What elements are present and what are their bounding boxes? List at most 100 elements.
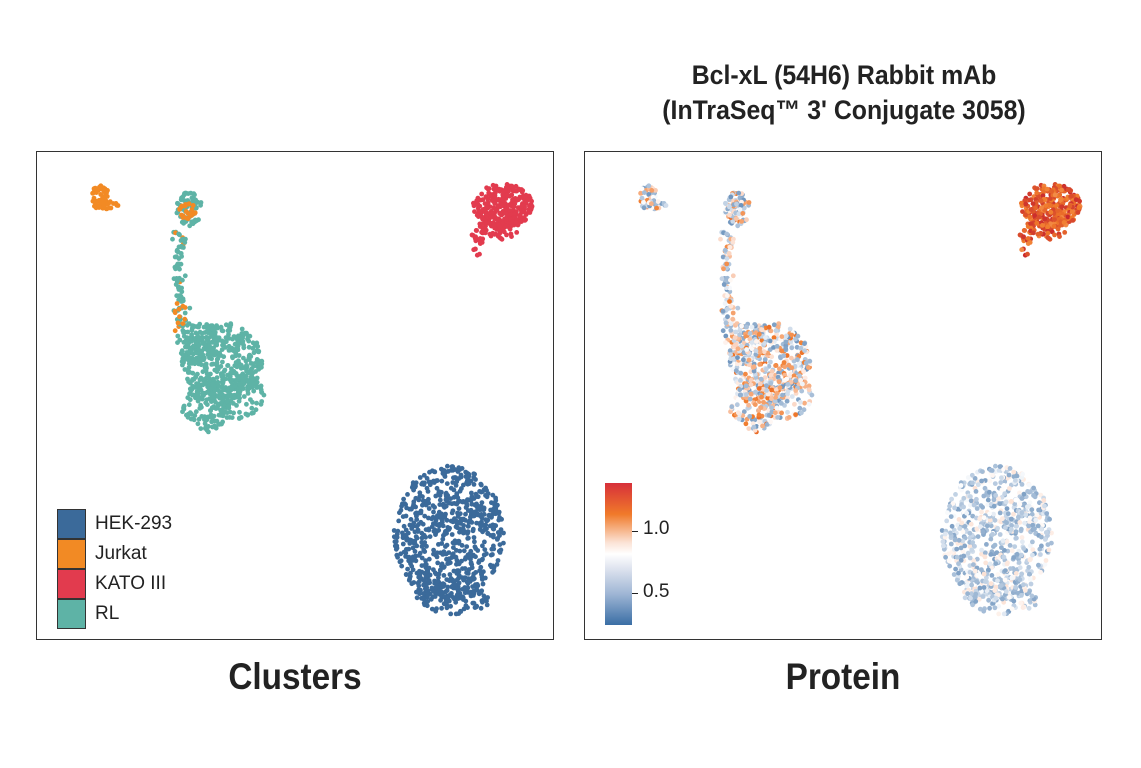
protein-point xyxy=(724,306,730,312)
protein-point xyxy=(802,341,807,346)
protein-point xyxy=(1009,499,1014,504)
cluster-point xyxy=(494,537,500,542)
protein-point xyxy=(976,596,982,602)
cluster-point xyxy=(190,343,196,349)
cluster-point xyxy=(413,504,418,510)
protein-point xyxy=(1032,602,1038,608)
protein-point xyxy=(964,510,970,516)
cluster-point xyxy=(170,236,175,242)
protein-point xyxy=(958,557,964,563)
protein-point xyxy=(1009,516,1014,522)
protein-point xyxy=(654,205,659,211)
cluster-point xyxy=(493,498,499,503)
cluster-point xyxy=(510,197,515,203)
cluster-point xyxy=(425,599,431,604)
cluster-point xyxy=(513,183,519,189)
clusters-caption: Clusters xyxy=(228,656,362,697)
protein-point xyxy=(727,348,733,354)
cluster-point xyxy=(504,217,509,222)
cluster-point xyxy=(519,203,525,209)
protein-point xyxy=(970,480,975,486)
protein-point xyxy=(974,496,979,502)
cluster-point xyxy=(488,562,493,568)
protein-point xyxy=(990,531,995,537)
protein-point xyxy=(972,568,978,574)
protein-point xyxy=(970,513,976,519)
protein-point xyxy=(718,236,723,242)
cluster-point xyxy=(233,360,239,365)
cluster-point xyxy=(105,188,110,193)
cluster-point xyxy=(188,211,194,217)
cluster-point xyxy=(433,585,439,590)
cluster-point xyxy=(482,547,488,552)
protein-caption: Protein xyxy=(785,656,901,697)
cluster-point xyxy=(410,545,416,551)
cluster-point xyxy=(219,338,225,344)
cluster-point xyxy=(175,340,180,345)
protein-point xyxy=(960,538,966,544)
cluster-point xyxy=(93,205,99,211)
cluster-point xyxy=(237,391,242,397)
protein-point xyxy=(764,383,769,389)
protein-point xyxy=(1011,555,1017,560)
cluster-point xyxy=(107,199,113,204)
cluster-point xyxy=(200,377,206,383)
protein-point xyxy=(1057,183,1062,189)
cluster-point xyxy=(426,496,431,502)
cluster-point xyxy=(464,544,470,549)
cluster-point xyxy=(490,569,495,575)
protein-point xyxy=(1022,588,1028,593)
cluster-point xyxy=(408,570,413,576)
protein-point xyxy=(1061,183,1067,189)
protein-point xyxy=(803,360,809,366)
cluster-point xyxy=(408,561,413,567)
cluster-point xyxy=(494,216,499,222)
protein-point xyxy=(1000,467,1006,472)
cluster-point xyxy=(454,479,460,485)
cluster-point xyxy=(480,543,485,549)
cluster-point xyxy=(440,552,446,557)
protein-point xyxy=(783,333,789,339)
cluster-point xyxy=(477,489,482,494)
cluster-point xyxy=(491,223,497,228)
cluster-point xyxy=(483,493,488,498)
cluster-point xyxy=(91,186,97,192)
cluster-point xyxy=(412,529,418,535)
cluster-point xyxy=(179,212,184,218)
protein-point xyxy=(728,321,734,326)
cluster-point xyxy=(449,510,455,516)
protein-point xyxy=(1036,562,1041,568)
cluster-point xyxy=(443,503,449,509)
cluster-point xyxy=(478,482,484,488)
cluster-point xyxy=(247,333,253,339)
protein-point xyxy=(777,366,782,372)
cluster-point xyxy=(449,464,455,469)
protein-point xyxy=(1022,520,1027,526)
protein-point xyxy=(1074,193,1080,199)
cluster-point xyxy=(444,542,450,548)
cluster-point xyxy=(209,349,215,355)
cluster-point xyxy=(216,388,222,393)
cluster-point xyxy=(211,394,217,400)
protein-point xyxy=(992,517,998,523)
protein-point xyxy=(1027,557,1033,563)
protein-point xyxy=(943,554,948,560)
protein-point xyxy=(968,498,974,504)
cluster-point xyxy=(421,582,426,588)
protein-point xyxy=(757,349,763,355)
cluster-point xyxy=(468,560,474,565)
protein-point xyxy=(723,333,729,339)
protein-point xyxy=(974,506,980,511)
cluster-point xyxy=(187,397,193,403)
protein-point xyxy=(957,581,963,587)
cluster-point xyxy=(245,388,251,393)
cluster-point xyxy=(216,422,222,427)
protein-point xyxy=(1034,190,1040,196)
protein-point xyxy=(1036,214,1042,220)
protein-point xyxy=(785,391,790,397)
cluster-point xyxy=(180,303,186,309)
cluster-point xyxy=(463,474,469,479)
cluster-point xyxy=(241,332,247,338)
cluster-point xyxy=(486,186,492,191)
protein-point xyxy=(641,199,646,205)
